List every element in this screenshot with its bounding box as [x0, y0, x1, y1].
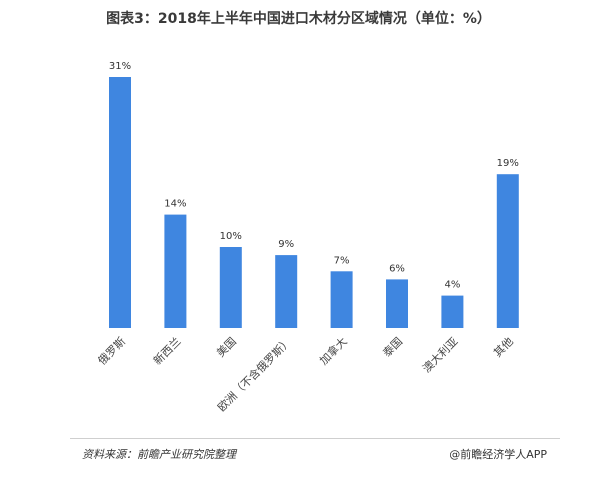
- bar-6: [386, 279, 408, 328]
- bar-5: [330, 271, 353, 328]
- brand-label: @前瞻经济学人APP: [449, 448, 547, 461]
- value-label-2: 14%: [164, 199, 186, 210]
- bar-7: [441, 295, 464, 328]
- bar-1: [109, 77, 131, 328]
- category-label-8: 其他: [491, 335, 516, 360]
- category-label-5: 加拿大: [316, 334, 349, 367]
- value-label-5: 7%: [334, 255, 350, 266]
- category-label-3: 美国: [214, 335, 239, 360]
- value-label-7: 4%: [444, 280, 460, 291]
- bar-8: [496, 174, 519, 328]
- category-label-7: 澳大利亚: [420, 334, 461, 375]
- bar-3: [219, 247, 242, 328]
- category-label-6: 泰国: [380, 334, 405, 359]
- value-label-4: 9%: [278, 239, 294, 250]
- value-label-3: 10%: [220, 231, 242, 242]
- bar-2: [164, 214, 187, 328]
- chart-title: 图表3：2018年上半年中国进口木材分区域情况（单位：%）: [106, 11, 491, 27]
- bar-chart: 31%俄罗斯14%新西兰10%美国9%欧洲（不含俄罗斯）7%加拿大6%泰国4%澳…: [96, 61, 519, 414]
- source-note: 资料来源：前瞻产业研究院整理: [82, 448, 236, 461]
- category-label-2: 新西兰: [150, 334, 183, 367]
- bar-4: [275, 255, 298, 328]
- footer-divider: [70, 438, 560, 439]
- value-label-8: 19%: [497, 158, 519, 169]
- value-label-6: 6%: [389, 263, 405, 274]
- category-label-1: 俄罗斯: [96, 335, 129, 368]
- value-label-1: 31%: [109, 61, 131, 72]
